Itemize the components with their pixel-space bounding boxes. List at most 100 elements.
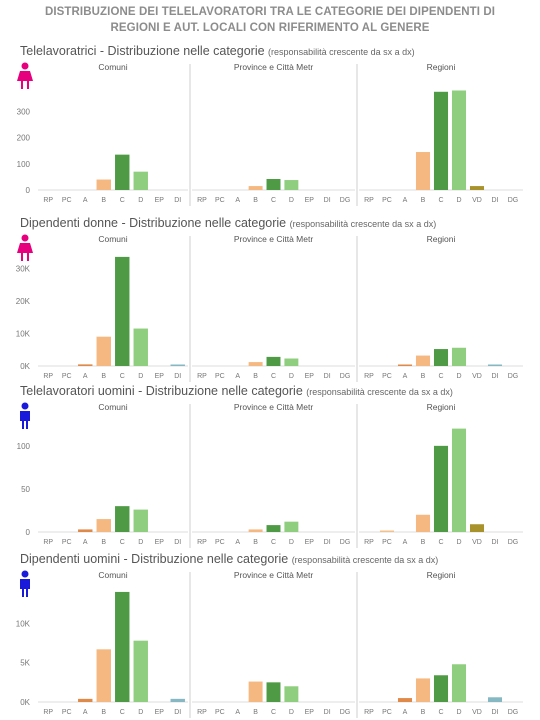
- x-tick-label: DI: [492, 197, 499, 204]
- panel-title-subtitle: (responsabilità crescente da sx a dx): [268, 47, 415, 57]
- bar-B: [415, 355, 431, 366]
- x-tick-label: D: [138, 373, 143, 380]
- x-tick-label: PC: [382, 373, 392, 380]
- x-tick-label: PC: [215, 709, 225, 716]
- bar-C: [266, 179, 281, 190]
- y-tick-label: 30K: [16, 264, 31, 273]
- bar-C: [433, 675, 449, 702]
- group-label: Province e Città Metr: [234, 570, 314, 580]
- x-tick-label: PC: [62, 373, 72, 380]
- panel-title-main: Dipendenti uomini - Distribuzione nelle …: [20, 552, 289, 566]
- bar-C: [433, 91, 449, 190]
- y-tick-label: 0K: [20, 698, 30, 707]
- x-tick-label: EP: [305, 197, 315, 204]
- panel-title-subtitle: (responsabilità crescente da sx a dx): [289, 219, 437, 229]
- x-tick-label: B: [253, 197, 258, 204]
- x-tick-label: D: [289, 197, 294, 204]
- panel-title-subtitle: (responsabilità crescente da sx a dx): [306, 387, 453, 397]
- x-tick-label: EP: [155, 373, 165, 380]
- x-tick-label: EP: [305, 373, 315, 380]
- x-tick-label: B: [101, 197, 106, 204]
- x-tick-label: C: [120, 197, 125, 204]
- x-tick-label: A: [83, 197, 88, 204]
- y-tick-label: 5K: [20, 659, 30, 668]
- x-tick-label: B: [253, 539, 258, 546]
- bar-D: [451, 428, 467, 532]
- x-tick-label: DI: [324, 709, 331, 716]
- bar-PC: [379, 530, 395, 532]
- bar-A: [397, 364, 413, 366]
- x-tick-label: D: [289, 709, 294, 716]
- group-label: Province e Città Metr: [234, 234, 314, 244]
- x-tick-label: B: [253, 373, 258, 380]
- group-label: Province e Città Metr: [234, 402, 314, 412]
- x-tick-label: EP: [155, 197, 165, 204]
- bar-D: [284, 521, 299, 532]
- x-tick-label: DI: [492, 539, 499, 546]
- bar-D: [284, 686, 299, 702]
- x-tick-label: RP: [364, 709, 374, 716]
- x-tick-label: A: [235, 709, 240, 716]
- x-tick-label: D: [456, 539, 461, 546]
- panel-title: Dipendenti uomini - Distribuzione nelle …: [20, 552, 438, 566]
- panel-title: Dipendenti donne - Distribuzione nelle c…: [20, 216, 436, 230]
- y-tick-label: 100: [17, 160, 31, 169]
- x-tick-label: B: [421, 539, 426, 546]
- group-label: Comuni: [98, 570, 127, 580]
- chart-telelavoratrici: 0 100 200 300 Comuni RP PC A B C D EP DI Province e C…: [17, 62, 523, 206]
- bar-C: [115, 506, 130, 532]
- bar-B: [96, 519, 111, 532]
- bar-A: [78, 698, 93, 702]
- x-tick-label: RP: [43, 373, 53, 380]
- panel-telelavoratrici: Telelavoratrici - Distribuzione nelle ca…: [0, 44, 540, 210]
- x-tick-label: RP: [364, 197, 374, 204]
- x-tick-label: D: [289, 373, 294, 380]
- group-label: Regioni: [427, 570, 456, 580]
- panel-title-main: Telelavoratrici - Distribuzione nelle ca…: [20, 44, 265, 58]
- x-tick-label: VD: [472, 373, 482, 380]
- group-label: Comuni: [98, 62, 127, 72]
- x-tick-label: A: [403, 373, 408, 380]
- bar-C: [115, 154, 130, 190]
- bar-D: [451, 347, 467, 366]
- x-tick-label: A: [83, 373, 88, 380]
- x-tick-label: B: [101, 709, 106, 716]
- male-icon: [20, 402, 30, 429]
- x-tick-label: PC: [382, 539, 392, 546]
- x-tick-label: PC: [215, 539, 225, 546]
- x-tick-label: VD: [472, 197, 482, 204]
- bar-D: [451, 664, 467, 702]
- x-tick-label: DI: [324, 197, 331, 204]
- bar-C: [433, 445, 449, 532]
- bar-B: [96, 649, 111, 702]
- x-tick-label: RP: [197, 197, 207, 204]
- panel-dipendenti-uomini: Dipendenti uomini - Distribuzione nelle …: [0, 552, 540, 720]
- x-tick-label: DI: [174, 373, 181, 380]
- x-tick-label: PC: [62, 539, 72, 546]
- chart-telelavoratori-uomini: 0 50 100 Comuni RP PC A B C D EP DI Province e Città…: [17, 402, 523, 548]
- panel-title-main: Dipendenti donne - Distribuzione nelle c…: [20, 216, 287, 230]
- x-tick-label: RP: [197, 373, 207, 380]
- bar-DI: [170, 364, 185, 366]
- x-tick-label: C: [120, 709, 125, 716]
- x-tick-label: RP: [197, 709, 207, 716]
- x-tick-label: B: [421, 197, 426, 204]
- x-tick-label: DG: [340, 539, 351, 546]
- bar-B: [248, 681, 263, 702]
- bar-D: [284, 180, 299, 190]
- y-tick-label: 10K: [16, 619, 31, 628]
- bar-B: [248, 362, 263, 366]
- x-tick-label: C: [438, 709, 443, 716]
- panel-title-main: Telelavoratori uomini - Distribuzione ne…: [20, 384, 303, 398]
- x-tick-label: D: [138, 539, 143, 546]
- bar-C: [266, 356, 281, 366]
- y-tick-label: 0: [26, 528, 31, 537]
- x-tick-label: EP: [155, 709, 165, 716]
- bar-D: [133, 171, 148, 190]
- x-tick-label: D: [456, 373, 461, 380]
- bar-B: [96, 336, 111, 366]
- group-label: Comuni: [98, 234, 127, 244]
- x-tick-label: EP: [305, 539, 315, 546]
- bar-D: [133, 328, 148, 366]
- x-tick-label: C: [438, 539, 443, 546]
